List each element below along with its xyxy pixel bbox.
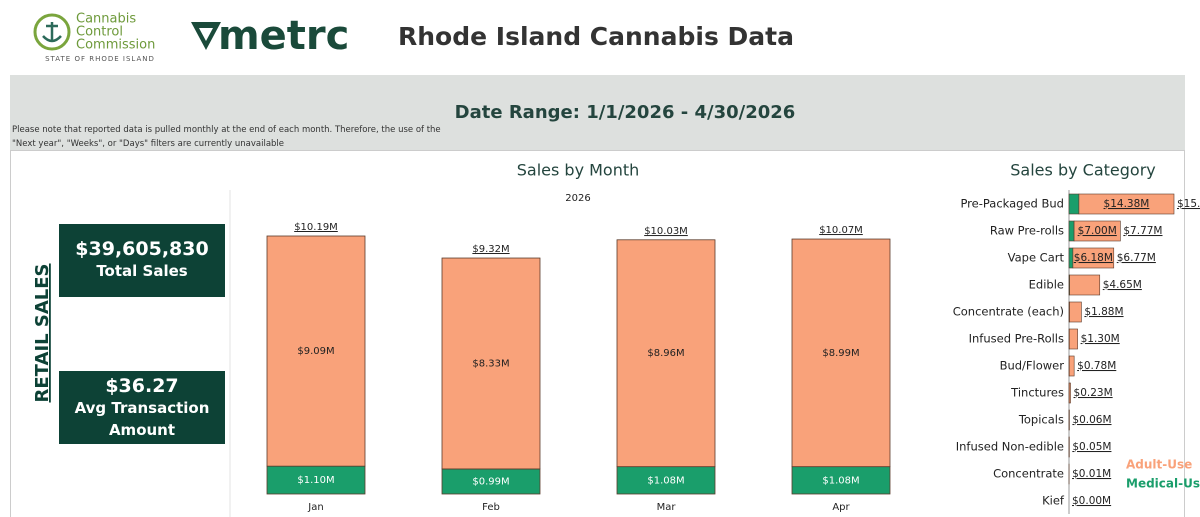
- total-label: $0.06M: [1072, 414, 1111, 426]
- total-label: $10.03M: [644, 226, 688, 237]
- chart-title: Sales by Category: [1010, 161, 1155, 180]
- total-label: $0.00M: [1072, 495, 1111, 507]
- kpi-label: Avg Transaction Amount: [74, 399, 210, 439]
- bar-segment: [1068, 355, 1075, 377]
- x-tick-label: Mar: [657, 502, 677, 513]
- logo-line: Cannabis: [76, 12, 136, 27]
- bar-segment: [1068, 193, 1080, 215]
- value-label: $1.08M: [647, 475, 684, 486]
- metrc-icon: [191, 22, 221, 50]
- value-label: $1.10M: [297, 475, 334, 486]
- page-title: Rhode Island Cannabis Data: [398, 22, 794, 51]
- category-label: Edible: [1029, 278, 1064, 292]
- kpi-value: $36.27: [105, 375, 179, 397]
- x-tick-label: Feb: [482, 502, 500, 513]
- logo-subtitle: STATE OF RHODE ISLAND: [45, 55, 155, 63]
- category-label: Concentrate (each): [953, 305, 1064, 319]
- category-label: Pre-Packaged Bud: [960, 197, 1064, 211]
- total-label: $7.77M: [1123, 225, 1162, 237]
- date-range: Date Range: 1/1/2026 - 4/30/2026: [455, 102, 796, 123]
- chart-subtitle: 2026: [565, 193, 590, 204]
- category-label: Vape Cart: [1008, 251, 1065, 265]
- total-label: $9.32M: [472, 244, 509, 255]
- category-label: Bud/Flower: [1000, 359, 1065, 373]
- bar-segment: [1072, 247, 1115, 269]
- total-label: $0.23M: [1074, 387, 1113, 399]
- value-label: $6.18M: [1074, 252, 1113, 264]
- value-label: $7.00M: [1078, 225, 1117, 237]
- category-label: Raw Pre-rolls: [990, 224, 1064, 238]
- kpi-value: $39,605,830: [75, 238, 209, 260]
- total-label: $4.65M: [1103, 279, 1142, 291]
- bar-segment: [1068, 382, 1071, 404]
- category-label: Infused Non-edible: [956, 440, 1064, 454]
- value-label: $0.99M: [472, 476, 509, 487]
- total-label: $10.19M: [294, 222, 338, 233]
- commission-logo: [33, 13, 71, 51]
- value-label: $8.96M: [647, 348, 684, 359]
- bar-segment: [1078, 193, 1175, 215]
- kpi-card: $39,605,830 Total Sales: [59, 224, 225, 297]
- total-label: $15.88M: [1177, 198, 1200, 210]
- value-label: $9.09M: [297, 346, 334, 357]
- value-label: $1.08M: [822, 475, 859, 486]
- category-label: Topicals: [1018, 413, 1064, 427]
- bar-segment: [616, 466, 716, 495]
- bar-segment: [441, 468, 541, 495]
- total-label: $0.78M: [1077, 360, 1116, 372]
- total-label: $0.05M: [1072, 441, 1111, 453]
- bar-segment: [1069, 274, 1101, 296]
- bar-segment: [1068, 220, 1075, 242]
- legend-label: Medical-Use: [1126, 477, 1200, 491]
- bar-segment: [1069, 301, 1082, 323]
- panel: [10, 150, 1185, 517]
- category-label: Concentrate: [993, 467, 1064, 481]
- value-label: $8.33M: [472, 358, 509, 369]
- category-label: Infused Pre-Rolls: [969, 332, 1064, 346]
- logo-line: Commission: [76, 38, 155, 53]
- filter-band: [10, 75, 1185, 150]
- note: Please note that reported data is pulled…: [12, 125, 441, 149]
- bar-segment: [266, 235, 366, 467]
- total-label: $0.01M: [1072, 468, 1111, 480]
- legend-label: Adult-Use: [1126, 458, 1192, 472]
- section-label: RETAIL SALES: [32, 263, 53, 402]
- kpi-label: Total Sales: [96, 262, 188, 280]
- bar-segment: [1069, 328, 1078, 350]
- bar-segment: [1068, 247, 1074, 269]
- kpi-card: $36.27 Avg Transaction Amount: [59, 371, 225, 444]
- bar-segment: [791, 466, 891, 495]
- bar-segment: [441, 257, 541, 470]
- chart-title: Sales by Month: [517, 161, 640, 180]
- total-label: $1.30M: [1081, 333, 1120, 345]
- bar-segment: [791, 238, 891, 468]
- brand: metrc: [218, 13, 349, 59]
- value-label: $8.99M: [822, 348, 859, 359]
- category-label: Kief: [1042, 494, 1065, 508]
- logo-line: Control: [76, 25, 123, 40]
- bar-segment: [616, 239, 716, 468]
- total-label: $1.88M: [1084, 306, 1123, 318]
- total-label: $6.77M: [1117, 252, 1156, 264]
- value-label: $14.38M: [1104, 198, 1150, 210]
- category-label: Tinctures: [1010, 386, 1064, 400]
- x-tick-label: Jan: [307, 502, 323, 513]
- total-label: $10.07M: [819, 225, 863, 236]
- bar-segment: [1073, 220, 1121, 242]
- x-tick-label: Apr: [832, 502, 850, 513]
